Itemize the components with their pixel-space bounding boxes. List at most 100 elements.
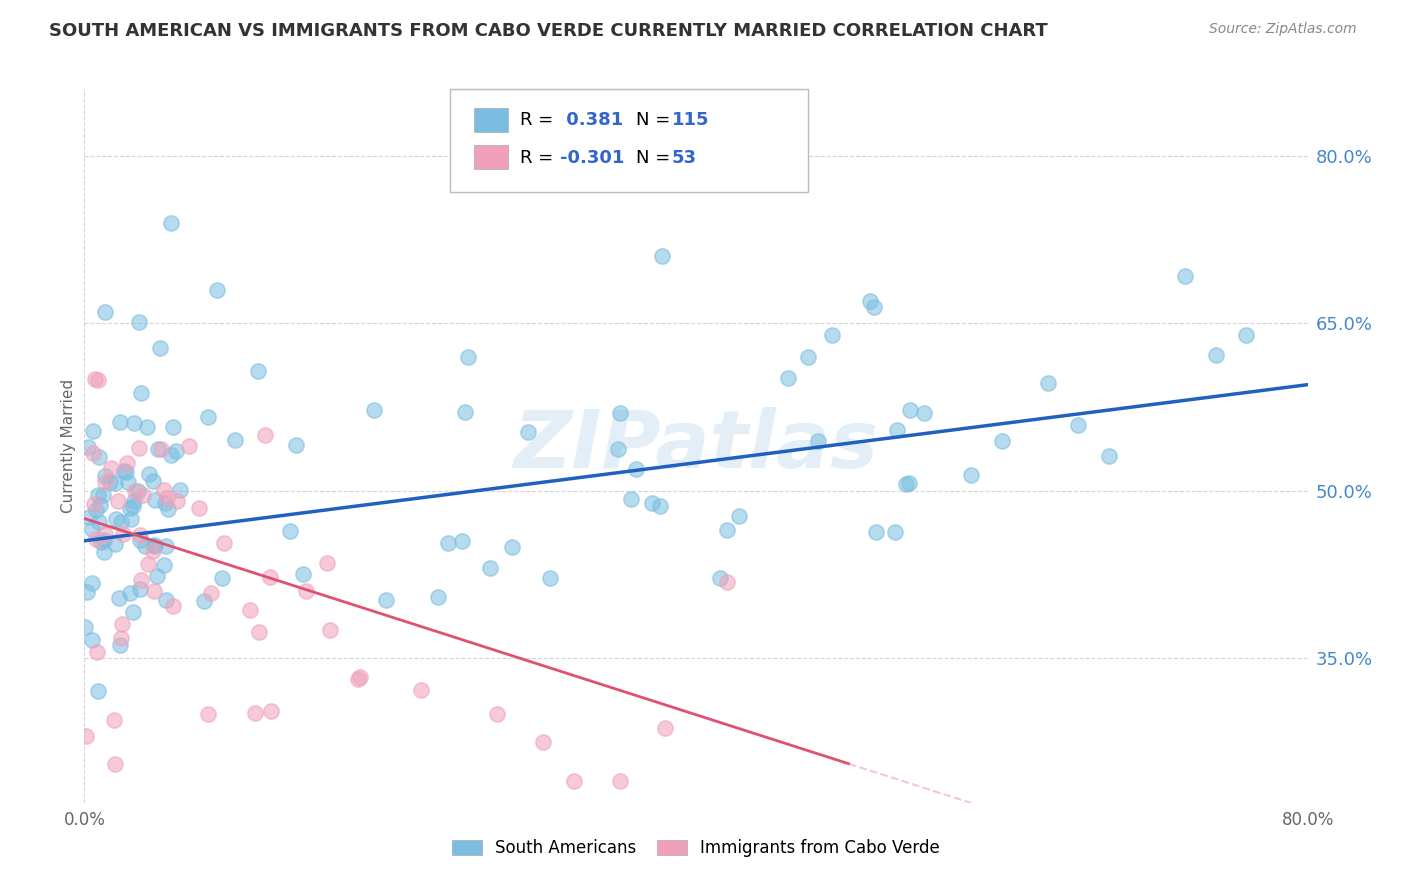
- Point: [436, 536, 458, 550]
- Point: [247, 364, 270, 378]
- Point: [315, 556, 337, 570]
- Point: [149, 341, 172, 355]
- Point: [1098, 449, 1121, 463]
- Point: [374, 593, 396, 607]
- Point: [75, 729, 97, 743]
- Point: [80, 522, 103, 536]
- Point: [77, 440, 100, 454]
- Point: [104, 537, 127, 551]
- Point: [538, 571, 561, 585]
- Point: [651, 250, 673, 264]
- Point: [886, 424, 908, 438]
- Point: [120, 512, 142, 526]
- Point: [111, 617, 134, 632]
- Point: [259, 569, 281, 583]
- Point: [93, 533, 115, 547]
- Point: [254, 428, 277, 442]
- Point: [112, 464, 135, 478]
- Point: [197, 706, 219, 721]
- Point: [86, 645, 108, 659]
- Point: [122, 416, 145, 430]
- Point: [562, 773, 585, 788]
- Point: [94, 527, 117, 541]
- Point: [143, 583, 166, 598]
- Point: [897, 476, 920, 491]
- Point: [457, 350, 479, 364]
- Point: [87, 373, 110, 387]
- Point: [162, 419, 184, 434]
- Point: [87, 488, 110, 502]
- Point: [531, 734, 554, 748]
- Point: [894, 476, 917, 491]
- Point: [609, 406, 631, 420]
- Point: [84, 532, 107, 546]
- Point: [821, 327, 844, 342]
- Point: [120, 501, 142, 516]
- Point: [107, 494, 129, 508]
- Point: [654, 721, 676, 735]
- Point: [84, 503, 107, 517]
- Point: [205, 283, 228, 297]
- Point: [292, 566, 315, 581]
- Text: 53: 53: [672, 149, 697, 167]
- Text: R =: R =: [520, 112, 560, 129]
- Point: [260, 704, 283, 718]
- Point: [155, 593, 177, 607]
- Point: [284, 437, 307, 451]
- Point: [83, 497, 105, 511]
- Point: [1236, 328, 1258, 343]
- Point: [128, 441, 150, 455]
- Point: [82, 424, 104, 438]
- Point: [108, 415, 131, 429]
- Point: [349, 670, 371, 684]
- Text: N =: N =: [636, 112, 675, 129]
- Point: [776, 371, 799, 385]
- Point: [129, 528, 152, 542]
- Point: [115, 465, 138, 479]
- Point: [200, 585, 222, 599]
- Y-axis label: Currently Married: Currently Married: [60, 379, 76, 513]
- Point: [128, 315, 150, 329]
- Point: [87, 684, 110, 698]
- Text: 115: 115: [672, 112, 710, 129]
- Point: [883, 524, 905, 539]
- Point: [142, 474, 165, 488]
- Point: [76, 585, 98, 599]
- Point: [912, 405, 935, 419]
- Point: [796, 350, 818, 364]
- Point: [122, 494, 145, 508]
- Point: [94, 469, 117, 483]
- Point: [79, 510, 101, 524]
- Point: [716, 524, 738, 538]
- Point: [453, 405, 475, 419]
- Point: [89, 498, 111, 512]
- Point: [501, 540, 523, 554]
- Point: [1036, 376, 1059, 390]
- Point: [211, 571, 233, 585]
- Point: [295, 583, 318, 598]
- Point: [84, 372, 107, 386]
- Point: [117, 475, 139, 489]
- Point: [110, 631, 132, 645]
- Point: [239, 603, 262, 617]
- Point: [129, 582, 152, 597]
- Point: [1067, 417, 1090, 432]
- Point: [197, 410, 219, 425]
- Point: [82, 575, 104, 590]
- Point: [624, 461, 647, 475]
- Point: [153, 496, 176, 510]
- Text: N =: N =: [636, 149, 675, 167]
- Text: ZIPatlas: ZIPatlas: [513, 407, 879, 485]
- Point: [319, 623, 342, 637]
- Point: [82, 633, 104, 648]
- Point: [187, 501, 209, 516]
- Point: [129, 385, 152, 400]
- Point: [153, 558, 176, 572]
- Point: [138, 467, 160, 482]
- Point: [169, 483, 191, 498]
- Point: [212, 535, 235, 549]
- Point: [143, 493, 166, 508]
- Point: [93, 475, 115, 489]
- Point: [859, 293, 882, 308]
- Point: [157, 502, 180, 516]
